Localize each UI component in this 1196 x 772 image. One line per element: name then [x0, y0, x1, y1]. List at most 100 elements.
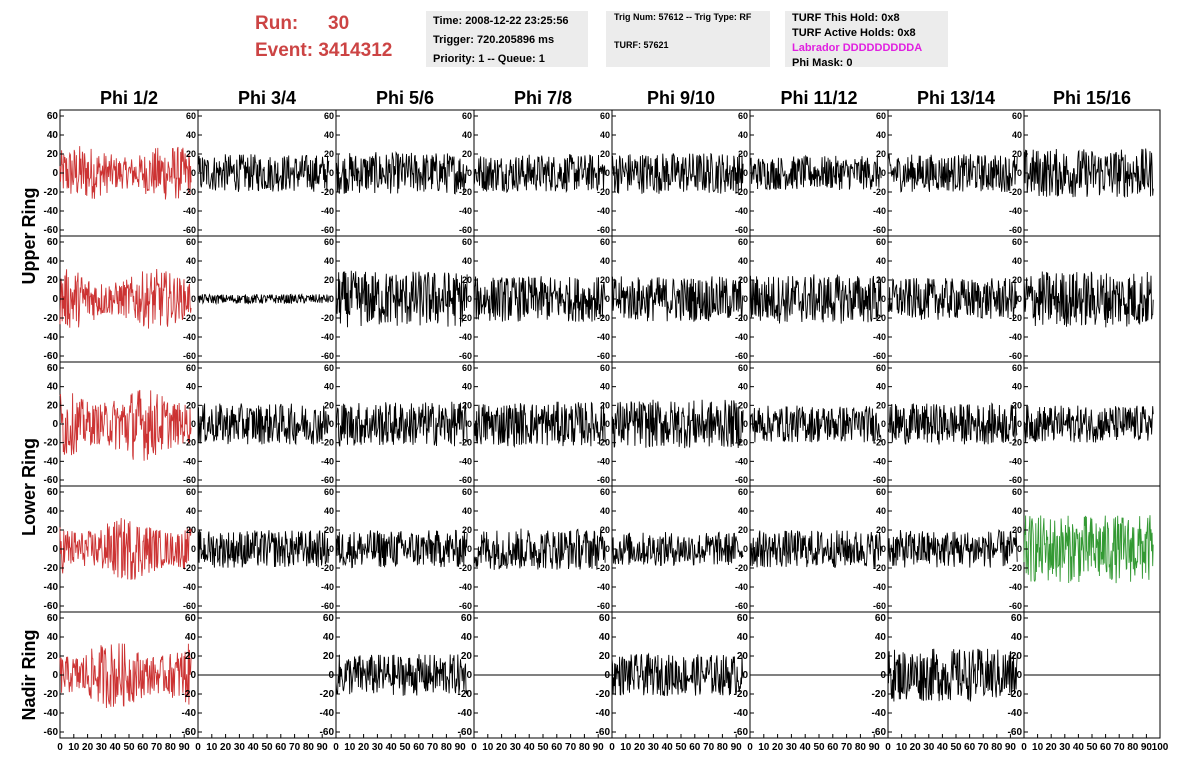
time-text: Time: 2008-12-22 23:25:56: [433, 15, 569, 27]
y-tick-label: -40: [873, 332, 886, 342]
waveform-trace: [59, 268, 192, 329]
y-tick-label: -60: [873, 225, 886, 235]
y-tick-label: 60: [324, 487, 334, 497]
x-tick-label: 90: [869, 742, 881, 753]
x-tick-label: 40: [248, 742, 260, 753]
waveform-trace: [59, 146, 192, 200]
y-tick-label: -60: [872, 727, 887, 738]
y-tick-label: -60: [320, 727, 335, 738]
waveform-trace: [611, 652, 744, 697]
y-tick-label: -60: [321, 225, 334, 235]
column-title: Phi 5/6: [376, 88, 434, 108]
waveform-trace: [197, 293, 330, 306]
y-tick-label: 20: [876, 149, 886, 159]
y-tick-label: 20: [324, 400, 334, 410]
y-tick-label: 0: [605, 168, 610, 178]
x-tick-label: 50: [950, 742, 962, 753]
y-tick-label: 0: [467, 544, 472, 554]
y-tick-label: 20: [875, 651, 887, 662]
waveform-trace: [1023, 148, 1154, 199]
y-tick-label: 40: [186, 256, 196, 266]
y-tick-label: -40: [873, 456, 886, 466]
x-tick-label: 90: [455, 742, 467, 753]
y-tick-label: 60: [323, 613, 335, 624]
x-tick-label: 0: [333, 742, 339, 753]
x-tick-label: 40: [524, 742, 536, 753]
y-tick-label: -40: [734, 708, 749, 719]
y-tick-label: 40: [738, 382, 748, 392]
y-tick-label: -20: [873, 187, 886, 197]
y-tick-label: 0: [191, 544, 196, 554]
y-tick-label: 0: [742, 670, 748, 681]
y-tick-label: -60: [44, 727, 59, 738]
y-tick-label: -20: [320, 689, 335, 700]
y-tick-label: 60: [599, 613, 611, 624]
y-tick-label: -20: [597, 313, 610, 323]
x-tick-label: 50: [813, 742, 825, 753]
x-tick-label: 20: [358, 742, 370, 753]
y-tick-label: -20: [44, 438, 59, 449]
x-tick-label: 70: [703, 742, 715, 753]
y-tick-label: 40: [185, 632, 197, 643]
y-tick-label: 40: [324, 256, 334, 266]
waveform-trace: [611, 276, 744, 322]
x-tick-label: 20: [496, 742, 508, 753]
y-tick-label: -60: [596, 727, 611, 738]
y-tick-label: -20: [321, 313, 334, 323]
y-tick-label: 20: [47, 275, 59, 286]
x-tick-label: 60: [689, 742, 701, 753]
x-tick-label: 70: [1114, 742, 1126, 753]
waveform-trace: [335, 401, 468, 447]
y-tick-label: -40: [459, 456, 472, 466]
y-tick-label: -60: [459, 351, 472, 361]
y-tick-label: -20: [183, 438, 196, 448]
waveform-trace: [887, 154, 1018, 193]
y-tick-label: 0: [1017, 419, 1022, 429]
run-label: Run:: [255, 13, 299, 34]
y-tick-label: -20: [597, 438, 610, 448]
y-tick-label: 60: [738, 111, 748, 121]
x-tick-label: 100: [1152, 742, 1169, 753]
y-tick-label: -60: [459, 601, 472, 611]
x-tick-label: 80: [717, 742, 729, 753]
y-tick-label: 60: [738, 363, 748, 373]
y-tick-label: 20: [462, 400, 472, 410]
y-tick-label: -40: [321, 206, 334, 216]
waveform-trace: [197, 403, 330, 446]
y-tick-label: -60: [44, 601, 59, 612]
y-tick-label: -60: [321, 601, 334, 611]
y-tick-label: 20: [462, 525, 472, 535]
x-tick-label: 50: [123, 742, 135, 753]
y-tick-label: 20: [323, 651, 335, 662]
y-tick-label: 0: [881, 168, 886, 178]
y-tick-label: -60: [735, 225, 748, 235]
x-tick-label: 10: [620, 742, 632, 753]
x-tick-label: 20: [910, 742, 922, 753]
waveform-trace: [473, 528, 606, 570]
x-tick-label: 10: [1032, 742, 1044, 753]
y-tick-label: 0: [467, 419, 472, 429]
y-tick-label: -40: [183, 456, 196, 466]
y-tick-label: 20: [738, 149, 748, 159]
y-tick-label: -40: [44, 206, 59, 217]
y-tick-label: 0: [52, 168, 58, 179]
x-tick-label: 30: [96, 742, 108, 753]
y-tick-label: -20: [44, 187, 59, 198]
y-tick-label: 60: [462, 487, 472, 497]
y-tick-label: -20: [183, 313, 196, 323]
x-tick-label: 0: [471, 742, 477, 753]
x-tick-label: 80: [1127, 742, 1139, 753]
y-tick-label: -60: [1009, 225, 1022, 235]
x-tick-label: 10: [68, 742, 80, 753]
phi-mask-text: Phi Mask: 0: [792, 57, 853, 69]
y-tick-label: 40: [47, 382, 59, 393]
x-tick-label: 40: [662, 742, 674, 753]
y-tick-label: 0: [52, 544, 58, 555]
y-tick-label: 20: [599, 651, 611, 662]
y-tick-label: -60: [183, 225, 196, 235]
x-tick-label: 10: [758, 742, 770, 753]
y-tick-label: -40: [873, 206, 886, 216]
waveform-trace: [197, 530, 330, 568]
y-tick-label: 60: [600, 487, 610, 497]
y-tick-label: -60: [1009, 601, 1022, 611]
